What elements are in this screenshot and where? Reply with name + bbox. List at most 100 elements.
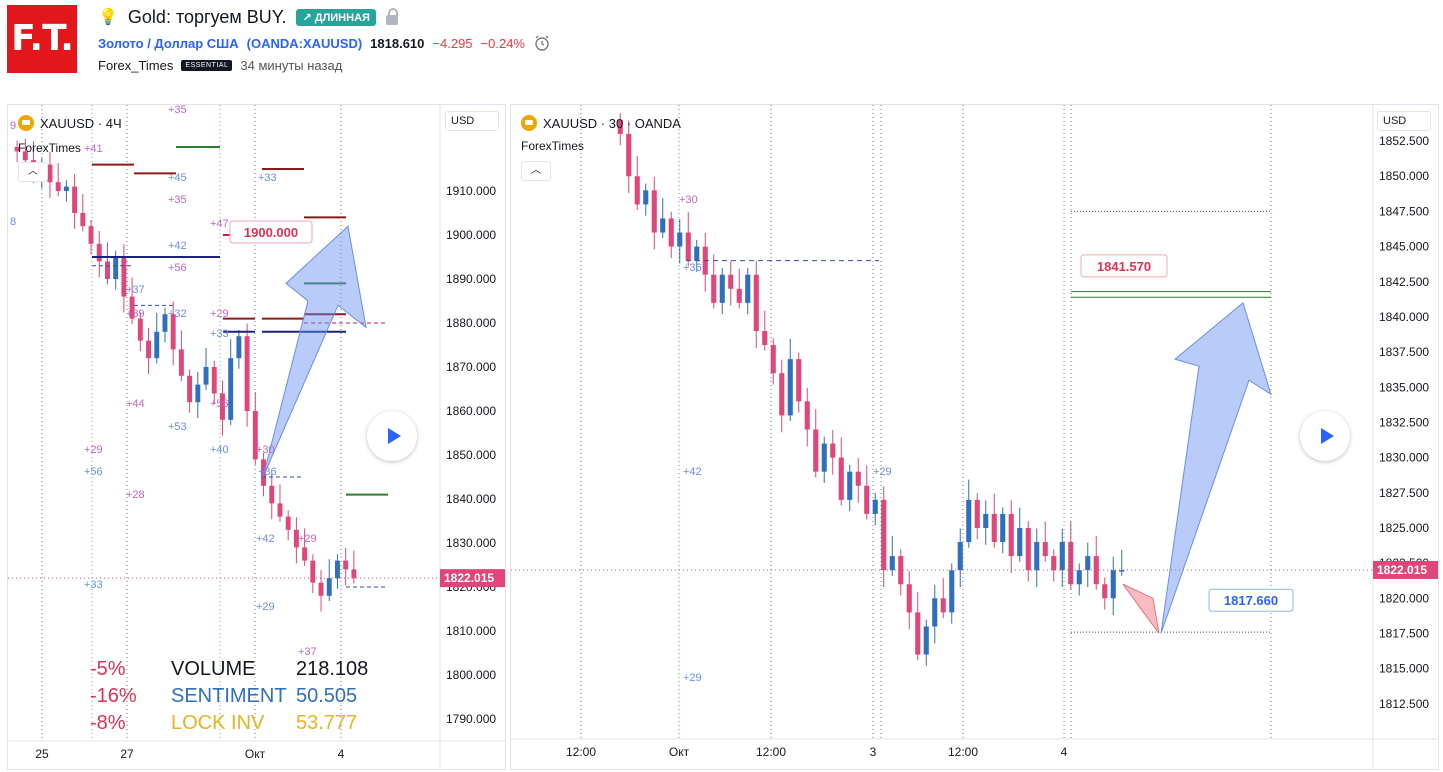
- level-annotation: +33: [84, 579, 103, 591]
- candle-body: [1042, 542, 1048, 557]
- candle-body: [762, 331, 768, 346]
- idea-header: F.T. 💡 Gold: торгуем BUY. ↗ ДЛИННАЯ Золо…: [0, 0, 1443, 98]
- candle-body: [326, 578, 332, 596]
- currency-selector[interactable]: USD: [445, 111, 499, 131]
- author-link[interactable]: Forex_Times: [98, 58, 174, 73]
- currency-selector[interactable]: USD: [1377, 111, 1431, 131]
- candle-body: [779, 373, 785, 416]
- chart-canvas-30m[interactable]: 1812.5001815.0001817.5001820.0001822.500…: [511, 105, 1438, 769]
- x-tick-label: 27: [120, 747, 134, 761]
- level-annotation: +29: [873, 466, 892, 478]
- play-button[interactable]: [367, 411, 417, 461]
- candle-body: [113, 257, 119, 279]
- candle-body: [1076, 570, 1082, 585]
- candle-body: [864, 485, 870, 514]
- y-tick-label: 1820.000: [1379, 591, 1429, 605]
- price-change-pct: −0.24%: [480, 35, 525, 51]
- forecast-arrow: [262, 225, 367, 478]
- level-annotation: +45: [168, 172, 187, 184]
- candle-body: [719, 274, 725, 303]
- symbol-code-link[interactable]: (OANDA:XAUUSD): [246, 35, 363, 51]
- symbol-name-link[interactable]: Золото / Доллар США: [98, 35, 239, 51]
- candle-body: [711, 274, 717, 303]
- level-annotation: +37: [298, 646, 317, 658]
- candle-body: [1068, 542, 1074, 585]
- brand-logo[interactable]: F.T.: [7, 5, 77, 73]
- candle-body: [923, 626, 929, 655]
- candle-body: [220, 393, 225, 420]
- level-annotation: 8: [10, 216, 16, 228]
- candle-body: [821, 443, 827, 472]
- candle-body: [915, 612, 921, 655]
- y-tick-label: 1810.000: [446, 624, 496, 638]
- y-tick-label: 1850.000: [446, 448, 496, 462]
- level-annotation: +36: [258, 466, 277, 478]
- stat-pct: -16%: [90, 685, 137, 707]
- candle-body: [105, 261, 110, 279]
- candle-body: [236, 336, 242, 359]
- candle-body: [1093, 556, 1099, 585]
- current-price-label: 1822.015: [444, 571, 494, 585]
- idea-title: Gold: торгуем BUY.: [127, 6, 287, 27]
- y-tick-label: 1835.000: [1379, 380, 1429, 394]
- level-annotation: +29: [210, 308, 229, 320]
- candle-body: [949, 570, 955, 613]
- candle-body: [634, 176, 640, 205]
- stat-value: 50.505: [296, 685, 357, 707]
- chart-legend-30m: XAUUSD · 30 · OANDA: [521, 115, 681, 131]
- target-label-box: [1080, 254, 1168, 278]
- stat-value: 218.108: [296, 658, 368, 680]
- candle-body: [129, 296, 135, 319]
- y-tick-label: 1815.000: [1379, 662, 1429, 676]
- candle-body: [211, 367, 217, 394]
- stat-pct: -5%: [90, 658, 126, 680]
- collapse-legend-button[interactable]: ︿: [18, 162, 48, 182]
- y-tick-label: 1830.000: [1379, 451, 1429, 465]
- candle-body: [1017, 527, 1023, 557]
- level-annotation: +41: [84, 143, 103, 155]
- candle-body: [22, 151, 28, 161]
- chart-canvas-4h[interactable]: 1790.0001800.0001810.0001820.0001830.000…: [8, 105, 505, 769]
- stop-label: 1817.660: [1224, 593, 1278, 608]
- chart-panel-30m[interactable]: 1812.5001815.0001817.5001820.0001822.500…: [510, 104, 1439, 770]
- candle-body: [881, 499, 887, 571]
- stat-name: SENTIMENT: [171, 685, 287, 707]
- y-tick-label: 1860.000: [446, 404, 496, 418]
- level-annotation: +29: [298, 533, 317, 545]
- y-tick-label: 1910.000: [446, 184, 496, 198]
- chevron-up-icon: ︿: [28, 166, 38, 177]
- candle-body: [651, 190, 657, 233]
- candle-body: [898, 556, 904, 585]
- y-tick-label: 1850.000: [1379, 169, 1429, 183]
- candle-body: [285, 516, 291, 530]
- chart-symbol-label: XAUUSD · 4Ч: [40, 115, 122, 131]
- candle-body: [203, 367, 209, 385]
- candle-body: [855, 471, 861, 486]
- collapse-legend-button[interactable]: ︿: [521, 161, 551, 181]
- alarm-icon[interactable]: [533, 34, 551, 52]
- play-icon: [1320, 428, 1334, 444]
- candle-body: [1102, 584, 1108, 599]
- current-price-label: 1822.015: [1377, 563, 1427, 577]
- candle-body: [80, 213, 86, 227]
- candle-body: [137, 318, 143, 341]
- candle-body: [745, 274, 751, 303]
- candle-body: [121, 257, 127, 297]
- candle-body: [974, 499, 980, 528]
- candle-body: [1051, 556, 1057, 571]
- gold-coin-icon: [521, 115, 537, 131]
- level-annotation: +35: [168, 105, 187, 116]
- x-tick-label: 12:00: [566, 745, 596, 759]
- current-price-tag: [1373, 560, 1438, 579]
- level-annotation: +28: [126, 489, 145, 501]
- price-change: −4.295: [432, 35, 473, 51]
- chart-panel-4h[interactable]: 1790.0001800.0001810.0001820.0001830.000…: [7, 104, 506, 770]
- y-tick-label: 1817.500: [1379, 626, 1429, 640]
- candle-body: [269, 485, 275, 504]
- candle-body: [770, 345, 776, 374]
- candle-body: [906, 584, 912, 613]
- candle-body: [244, 336, 250, 411]
- chart-symbol-label: XAUUSD · 30 · OANDA: [543, 115, 681, 131]
- play-button[interactable]: [1300, 411, 1350, 461]
- candle-body: [154, 331, 160, 359]
